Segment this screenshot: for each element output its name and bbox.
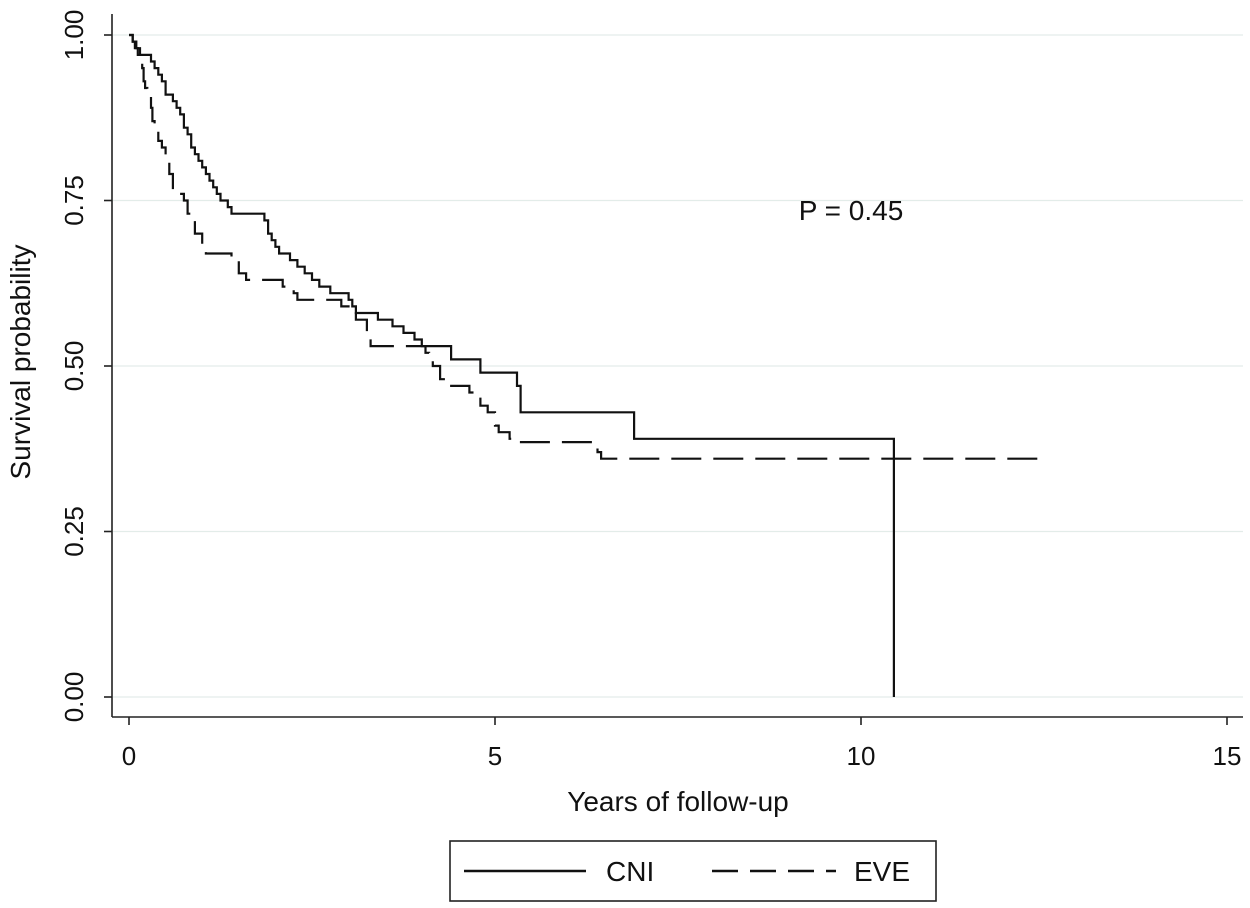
x-tick-label: 5 xyxy=(488,741,502,771)
y-axis-ticks: 0.00 0.25 0.50 0.75 1.00 xyxy=(59,10,112,723)
legend-label-cni: CNI xyxy=(606,856,654,887)
y-tick-label: 0.50 xyxy=(59,341,89,392)
series-line-cni xyxy=(129,33,895,697)
x-axis-title: Years of follow-up xyxy=(567,786,789,817)
x-tick-label: 0 xyxy=(122,741,136,771)
x-tick-label: 15 xyxy=(1213,741,1242,771)
x-tick-label: 10 xyxy=(847,741,876,771)
series-group xyxy=(129,33,1044,697)
y-tick-label: 1.00 xyxy=(59,10,89,61)
y-tick-label: 0.00 xyxy=(59,672,89,723)
x-axis-ticks: 0 5 10 15 xyxy=(122,717,1242,771)
y-tick-label: 0.75 xyxy=(59,175,89,226)
legend-label-eve: EVE xyxy=(854,856,910,887)
p-value-annotation: P = 0.45 xyxy=(799,195,904,226)
grid-lines xyxy=(113,34,1243,698)
y-axis-title: Survival probability xyxy=(5,245,36,480)
series-line-eve xyxy=(129,33,1044,460)
y-tick-label: 0.25 xyxy=(59,506,89,557)
legend: CNI EVE xyxy=(449,840,937,902)
